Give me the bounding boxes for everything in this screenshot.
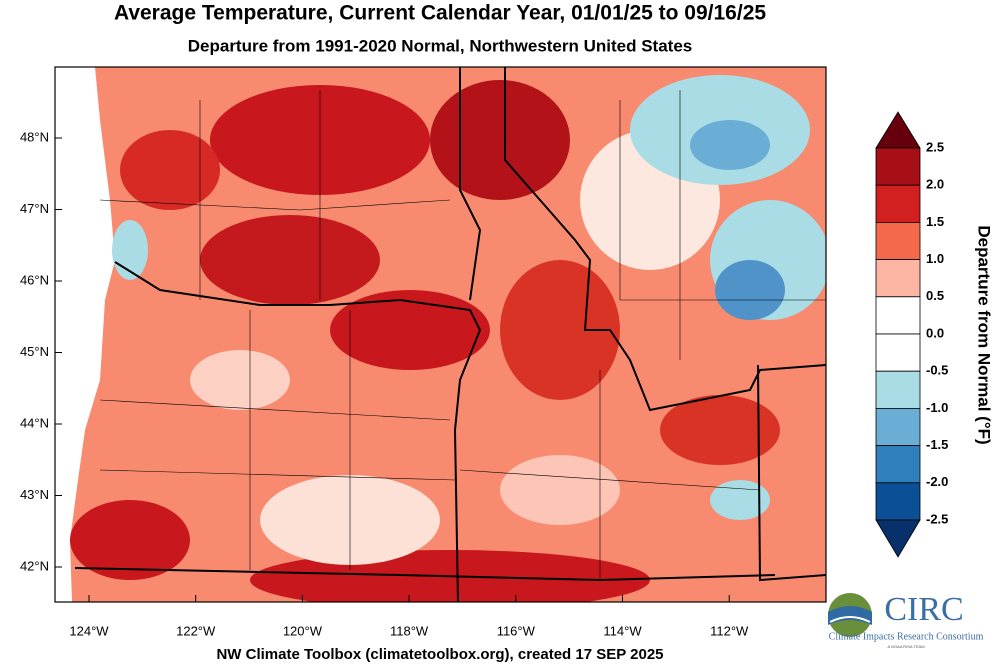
lat-label: 46°N — [20, 272, 49, 287]
map-frame — [54, 66, 827, 603]
lon-label: 114°W — [603, 623, 642, 638]
lon-label: 116°W — [497, 623, 536, 638]
colorbar-cap-bottom — [875, 519, 921, 558]
colorbar-bin — [875, 482, 921, 521]
colorbar-label: 0.5 — [926, 288, 944, 303]
lon-label: 118°W — [390, 623, 429, 638]
colorbar-label: 0.0 — [926, 325, 944, 340]
lat-label: 43°N — [20, 487, 49, 502]
colorbar-bin — [875, 445, 921, 484]
logo-full-name: Climate Impacts Research Consortium — [829, 631, 984, 642]
latitude-labels: 48°N 47°N 46°N 45°N 44°N 43°N 42°N — [20, 129, 62, 573]
lat-label: 42°N — [20, 558, 49, 573]
colorbar: 2.5 2.0 1.5 1.0 0.5 0.0 -0.5 -1.0 -1.5 -2.0 -2.5 — [875, 111, 948, 558]
colorbar-bin — [875, 221, 921, 260]
colorbar-label: -2.0 — [926, 474, 948, 489]
lat-label: 44°N — [20, 415, 49, 430]
colorbar-label: 2.5 — [926, 139, 944, 154]
colorbar-label: 2.0 — [926, 177, 944, 192]
colorbar-label: -1.0 — [926, 400, 948, 415]
colorbar-label: 1.0 — [926, 251, 944, 266]
lat-label: 48°N — [20, 129, 49, 144]
lon-label: 112°W — [710, 623, 749, 638]
map-title: Average Temperature, Current Calendar Ye… — [114, 2, 766, 25]
colorbar-label: -1.5 — [926, 437, 948, 452]
footer-credit: NW Climate Toolbox (climatetoolbox.org),… — [216, 646, 663, 663]
colorbar-label: 1.5 — [926, 214, 944, 229]
colorbar-label: -2.5 — [926, 511, 948, 526]
colorbar-bin — [875, 370, 921, 409]
colorbar-bin — [875, 259, 921, 298]
colorbar-cap-top — [875, 111, 921, 149]
longitude-labels: 124°W 122°W 120°W 118°W 116°W 114°W 112°W — [69, 595, 749, 638]
colorbar-bin — [875, 184, 921, 223]
lon-label: 120°W — [283, 623, 323, 638]
lat-label: 47°N — [20, 201, 49, 216]
map-subtitle: Departure from 1991-2020 Normal, Northwe… — [188, 36, 693, 55]
colorbar-bin — [875, 333, 921, 372]
logo-tagline: A NOAA RISA TEAM — [887, 644, 924, 649]
map-field — [55, 67, 826, 602]
logo-name: CIRC — [884, 591, 963, 628]
lat-label: 45°N — [20, 344, 49, 359]
circ-logo: CIRC Climate Impacts Research Consortium… — [828, 591, 984, 649]
colorbar-bin — [875, 296, 921, 335]
colorbar-bin — [875, 147, 921, 186]
lon-label: 122°W — [176, 623, 216, 638]
colorbar-label: -0.5 — [926, 363, 948, 378]
lon-label: 124°W — [69, 623, 109, 638]
colorbar-bin — [875, 407, 921, 446]
colorbar-title: Departure from Normal (°F) — [975, 225, 994, 444]
